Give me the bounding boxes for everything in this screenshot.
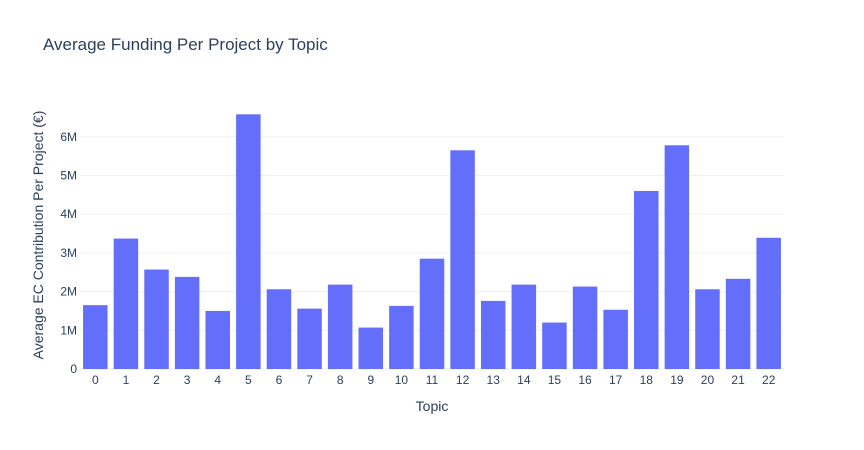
bar-topic-0[interactable] xyxy=(83,305,108,369)
bar-topic-22[interactable] xyxy=(756,237,781,369)
bar-topic-9[interactable] xyxy=(358,327,384,369)
x-tick-label: 3 xyxy=(184,373,191,387)
bar-topic-5[interactable] xyxy=(236,114,261,369)
bar-topic-20[interactable] xyxy=(695,289,720,369)
x-tick-label: 17 xyxy=(609,373,623,387)
y-axis-title: Average EC Contribution Per Project (€) xyxy=(30,111,46,360)
bar-topic-12[interactable] xyxy=(450,150,475,369)
bar-topic-2[interactable] xyxy=(144,269,169,369)
y-tick-label: 4M xyxy=(60,207,77,221)
x-tick-label: 18 xyxy=(640,373,654,387)
x-tick-label: 20 xyxy=(701,373,715,387)
y-axis-ticks: 0 1M 2M 3M 4M 5M 6M xyxy=(60,130,77,376)
x-tick-label: 9 xyxy=(367,373,374,387)
x-tick-label: 4 xyxy=(214,373,221,387)
bar-topic-13[interactable] xyxy=(480,300,506,369)
x-tick-label: 6 xyxy=(276,373,283,387)
x-axis-title: Topic xyxy=(416,398,449,414)
bar-topic-11[interactable] xyxy=(419,258,445,369)
y-tick-label: 5M xyxy=(60,168,77,182)
bar-topic-1[interactable] xyxy=(113,238,139,369)
bar-topic-21[interactable] xyxy=(725,278,751,369)
y-tick-label: 3M xyxy=(60,246,77,260)
x-tick-label: 2 xyxy=(153,373,160,387)
x-tick-label: 10 xyxy=(395,373,409,387)
x-tick-label: 14 xyxy=(517,373,531,387)
bar-topic-8[interactable] xyxy=(327,284,353,369)
x-tick-label: 15 xyxy=(548,373,562,387)
x-tick-label: 11 xyxy=(426,373,439,387)
chart-title: Average Funding Per Project by Topic xyxy=(43,35,328,54)
bar-topic-4[interactable] xyxy=(205,310,230,369)
bar-topic-15[interactable] xyxy=(542,322,567,369)
x-tick-label: 1 xyxy=(123,373,130,387)
y-tick-label: 1M xyxy=(60,323,77,337)
x-tick-label: 7 xyxy=(306,373,313,387)
x-tick-label: 16 xyxy=(578,373,592,387)
x-tick-label: 19 xyxy=(670,373,684,387)
x-tick-label: 22 xyxy=(762,373,776,387)
x-axis-ticks: 0 1 2 3 4 5 6 7 8 9 10 11 12 13 14 15 16 17 18 19 20 21 22 xyxy=(92,373,776,387)
bar-topic-16[interactable] xyxy=(572,286,598,369)
bar-topic-10[interactable] xyxy=(389,305,414,369)
bar-topic-17[interactable] xyxy=(603,309,628,369)
bar-topic-19[interactable] xyxy=(664,145,690,369)
y-tick-label: 0 xyxy=(70,362,77,376)
x-tick-label: 0 xyxy=(92,373,99,387)
x-tick-label: 21 xyxy=(731,373,745,387)
bar-topic-18[interactable] xyxy=(634,190,659,369)
bar-topic-6[interactable] xyxy=(266,289,292,369)
x-tick-label: 8 xyxy=(337,373,344,387)
bars xyxy=(83,114,781,369)
bar-topic-3[interactable] xyxy=(174,276,200,369)
bar-topic-7[interactable] xyxy=(297,308,322,369)
x-tick-label: 5 xyxy=(245,373,252,387)
y-tick-label: 2M xyxy=(60,285,77,299)
x-tick-label: 13 xyxy=(487,373,501,387)
bar-topic-14[interactable] xyxy=(511,284,537,369)
y-tick-label: 6M xyxy=(60,130,77,144)
x-tick-label: 12 xyxy=(456,373,470,387)
